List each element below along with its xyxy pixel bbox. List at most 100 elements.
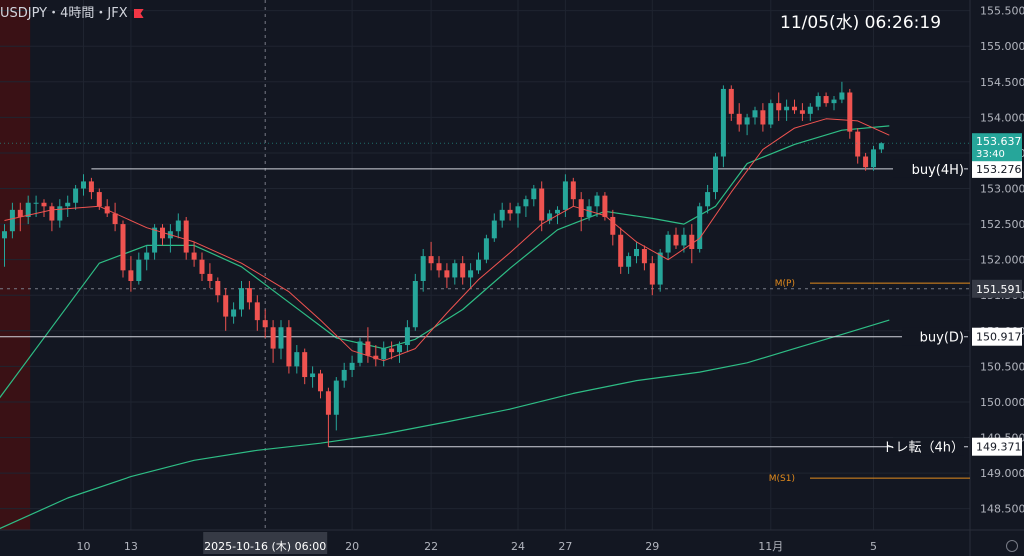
candle-body[interactable]	[468, 270, 474, 278]
settings-icon[interactable]	[1006, 540, 1018, 552]
candle-body[interactable]	[144, 252, 150, 260]
candle-body[interactable]	[594, 195, 600, 207]
candle-body[interactable]	[349, 362, 355, 370]
candle-body[interactable]	[207, 273, 213, 282]
candle-body[interactable]	[641, 248, 647, 264]
candle-body[interactable]	[626, 256, 632, 267]
candle-body[interactable]	[373, 355, 379, 360]
candle-body[interactable]	[270, 327, 276, 349]
candle-body[interactable]	[65, 202, 71, 207]
candle-body[interactable]	[88, 181, 94, 193]
candle-body[interactable]	[705, 192, 711, 207]
candle-body[interactable]	[491, 220, 497, 239]
candle-body[interactable]	[807, 106, 813, 114]
candle-body[interactable]	[381, 348, 387, 360]
candle-body[interactable]	[720, 88, 726, 157]
candle-body[interactable]	[799, 110, 805, 114]
candle-body[interactable]	[81, 181, 86, 189]
candle-body[interactable]	[397, 345, 402, 353]
candle-body[interactable]	[254, 302, 260, 321]
candle-body[interactable]	[357, 341, 363, 363]
candle-body[interactable]	[634, 248, 639, 257]
candle-body[interactable]	[555, 209, 560, 214]
candle-body[interactable]	[191, 252, 197, 260]
candle-body[interactable]	[199, 259, 205, 274]
candle-body[interactable]	[752, 110, 758, 118]
candle-body[interactable]	[863, 156, 869, 168]
candle-body[interactable]	[215, 281, 221, 296]
candle-body[interactable]	[792, 106, 797, 111]
candle-body[interactable]	[9, 209, 15, 232]
candle-body[interactable]	[697, 206, 703, 249]
candle-body[interactable]	[278, 327, 284, 349]
candle-body[interactable]	[578, 199, 584, 217]
candle-body[interactable]	[17, 209, 23, 217]
candle-body[interactable]	[784, 106, 790, 111]
candle-body[interactable]	[112, 213, 118, 225]
candle-body[interactable]	[815, 96, 821, 107]
candle-body[interactable]	[476, 259, 481, 271]
candle-body[interactable]	[602, 195, 608, 217]
candle-body[interactable]	[855, 131, 861, 157]
candle-body[interactable]	[460, 263, 466, 278]
candle-body[interactable]	[483, 238, 489, 260]
candle-body[interactable]	[325, 391, 331, 415]
candle-body[interactable]	[262, 320, 268, 328]
candle-body[interactable]	[160, 227, 165, 239]
candle-body[interactable]	[231, 309, 237, 317]
candle-body[interactable]	[318, 373, 323, 392]
candle-body[interactable]	[239, 288, 244, 310]
candle-body[interactable]	[389, 348, 395, 353]
candle-body[interactable]	[25, 202, 31, 217]
candle-body[interactable]	[33, 202, 39, 204]
candle-body[interactable]	[831, 99, 837, 104]
candle-body[interactable]	[57, 206, 63, 221]
candle-body[interactable]	[681, 234, 687, 246]
candle-body[interactable]	[736, 113, 742, 125]
candle-body[interactable]	[444, 270, 450, 278]
candle-body[interactable]	[878, 143, 884, 150]
candle-body[interactable]	[333, 380, 339, 415]
candle-body[interactable]	[570, 181, 576, 200]
candle-body[interactable]	[120, 224, 126, 271]
candle-body[interactable]	[310, 373, 316, 378]
candle-body[interactable]	[152, 227, 158, 253]
candle-body[interactable]	[183, 220, 189, 253]
candle-body[interactable]	[404, 327, 410, 346]
candle-body[interactable]	[547, 213, 553, 221]
candle-body[interactable]	[665, 234, 671, 253]
candle-body[interactable]	[128, 270, 134, 282]
candle-body[interactable]	[341, 369, 347, 381]
candle-body[interactable]	[823, 96, 829, 104]
candle-body[interactable]	[744, 117, 750, 125]
candle-body[interactable]	[839, 92, 845, 100]
candle-body[interactable]	[365, 341, 371, 356]
candle-body[interactable]	[175, 220, 181, 232]
candle-body[interactable]	[562, 181, 568, 210]
candle-body[interactable]	[776, 103, 782, 111]
candle-body[interactable]	[507, 209, 513, 214]
candle-body[interactable]	[539, 188, 545, 221]
candle-body[interactable]	[847, 92, 853, 132]
candle-body[interactable]	[728, 88, 734, 114]
candle-body[interactable]	[689, 234, 695, 249]
candle-body[interactable]	[673, 234, 679, 246]
candle-body[interactable]	[610, 216, 616, 235]
candle-body[interactable]	[223, 295, 229, 317]
candle-body[interactable]	[428, 256, 434, 264]
candle-body[interactable]	[2, 231, 7, 239]
candle-body[interactable]	[302, 352, 308, 378]
candle-body[interactable]	[531, 188, 537, 200]
symbol-header[interactable]: USDJPY・4時間・JFX	[0, 2, 144, 21]
candle-body[interactable]	[523, 199, 529, 207]
candle-body[interactable]	[294, 352, 300, 367]
candle-body[interactable]	[515, 206, 521, 214]
candle-body[interactable]	[420, 256, 426, 282]
candle-body[interactable]	[49, 206, 55, 221]
candle-body[interactable]	[436, 263, 442, 271]
candle-body[interactable]	[760, 110, 766, 125]
candle-body[interactable]	[618, 234, 624, 267]
candle-body[interactable]	[649, 263, 655, 285]
candle-body[interactable]	[41, 202, 47, 207]
candle-body[interactable]	[136, 259, 142, 282]
